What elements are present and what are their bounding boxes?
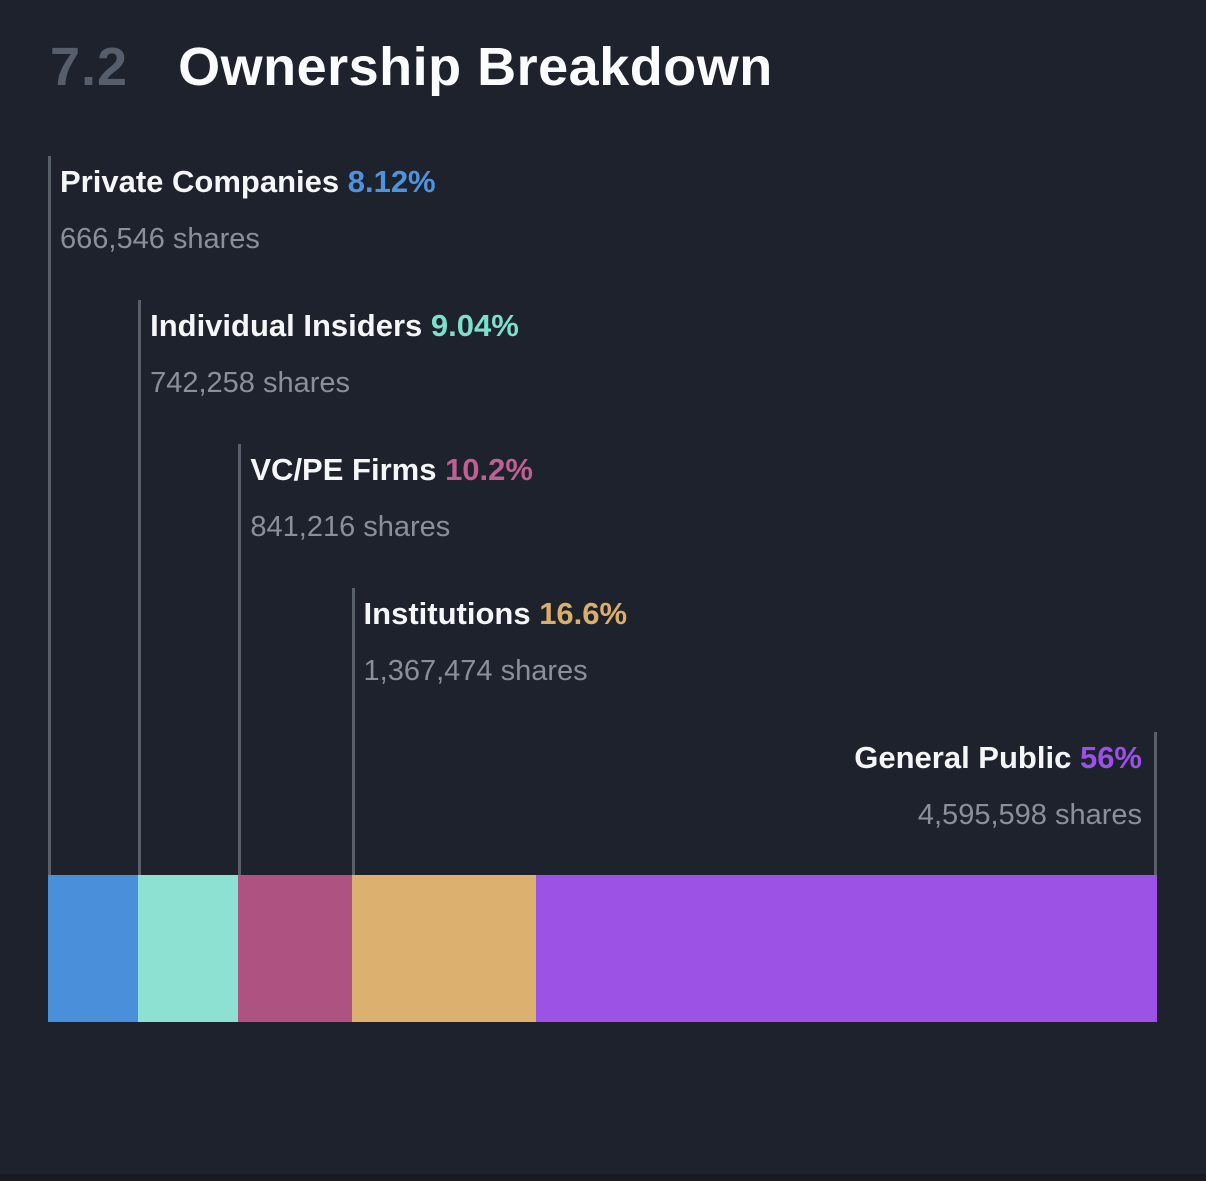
segment-name: Institutions [363,596,540,631]
section-header: 7.2 Ownership Breakdown [50,36,773,98]
segment-shares: 4,595,598 shares [917,799,1142,831]
bar-segment-general-public[interactable] [535,875,1157,1022]
segment-percent: 10.2% [445,452,533,487]
segment-shares: 1,367,474 shares [363,655,588,687]
bottom-divider [0,1174,1206,1181]
segment-percent: 16.6% [539,596,628,631]
bar-segment-institutions[interactable] [351,875,536,1022]
leader-line-3 [351,588,355,875]
segment-name-and-percent: Institutions 16.6% [364,596,628,632]
segment-name: VC/PE Firms [250,452,446,487]
bar-segment-vc-pe-firms[interactable] [238,875,352,1022]
segment-name-and-percent: VC/PE Firms 10.2% [250,452,533,488]
segment-label-group-1: Individual Insiders 9.04% 742,258 shares [150,308,519,401]
segment-percent: 8.12% [347,164,436,199]
section-number: 7.2 [50,37,129,97]
segment-name-and-percent: Private Companies 8.12% [60,164,436,200]
segment-shares: 742,258 shares [150,367,351,399]
bar-segment-private-companies[interactable] [48,875,139,1022]
segment-label-group-2: VC/PE Firms 10.2% 841,216 shares [250,452,533,545]
leader-line-4 [1154,732,1157,875]
segment-name-and-percent: General Public 56% [854,740,1142,776]
leader-line-1 [138,300,142,875]
page-title: Ownership Breakdown [178,37,773,97]
bar-segment-individual-insiders[interactable] [138,875,239,1022]
leader-line-2 [238,444,242,875]
segment-name: General Public [854,740,1080,775]
segment-shares: 666,546 shares [60,223,260,255]
segment-percent: 56% [1079,740,1142,775]
segment-label-group-0: Private Companies 8.12% 666,546 shares [60,164,436,257]
segment-shares: 841,216 shares [250,511,451,543]
segment-percent: 9.04% [430,308,519,343]
leader-line-0 [48,156,51,875]
segment-label-group-3: Institutions 16.6% 1,367,474 shares [364,596,628,689]
segment-name: Private Companies [60,164,348,199]
segment-label-group-4: General Public 56% 4,595,598 shares [854,740,1142,833]
segment-name-and-percent: Individual Insiders 9.04% [150,308,519,344]
segment-name: Individual Insiders [150,308,431,343]
